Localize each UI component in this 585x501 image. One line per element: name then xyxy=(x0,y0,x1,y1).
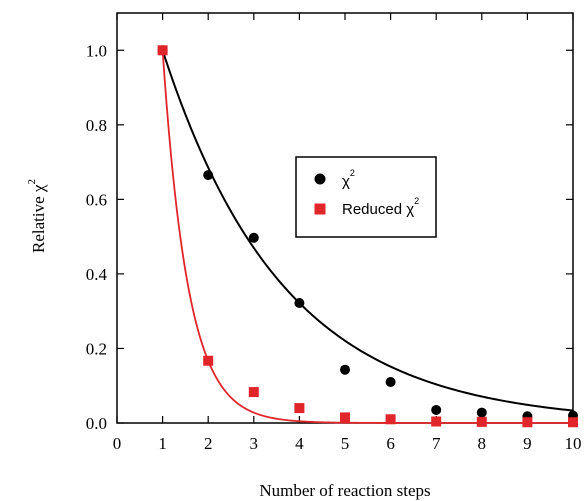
y-tick-label: 0.2 xyxy=(86,339,107,358)
reduced-chi2-point xyxy=(157,45,168,56)
reduced-chi2-point xyxy=(248,387,259,398)
x-tick-label: 3 xyxy=(250,434,259,453)
reduced-chi2-point xyxy=(340,412,350,423)
legend-box xyxy=(295,156,437,238)
legend-label-chi2: χ2 xyxy=(342,168,355,190)
legend-label-reduced-chi2: Reduced χ2 xyxy=(342,196,419,218)
reduced-chi2-point xyxy=(431,416,442,427)
x-tick-label: 8 xyxy=(478,434,487,453)
chi2-fit-curve xyxy=(161,49,574,412)
x-tick-label: 7 xyxy=(432,434,441,453)
chi2-point xyxy=(476,407,487,418)
chi2-point xyxy=(294,297,305,308)
y-tick-label: 0.4 xyxy=(86,265,108,284)
chi2-point xyxy=(431,404,442,415)
x-axis-label: Number of reaction steps xyxy=(259,481,430,500)
x-tick-label: 10 xyxy=(565,434,582,453)
x-tick-label: 5 xyxy=(341,434,350,453)
chi2-point xyxy=(248,232,259,243)
reduced-chi2-point xyxy=(522,417,533,428)
y-axis-label: Relative χ2 xyxy=(26,179,48,253)
legend-marker-reduced-chi2 xyxy=(314,203,326,215)
y-tick-label: 0.0 xyxy=(86,414,107,433)
legend-marker-chi2 xyxy=(314,173,326,185)
y-tick-label: 0.6 xyxy=(86,190,107,209)
chi2-point xyxy=(340,364,350,375)
x-tick-label: 6 xyxy=(386,434,395,453)
x-tick-label: 0 xyxy=(113,434,122,453)
chi2-point xyxy=(385,377,396,387)
reduced-chi2-point xyxy=(476,416,487,427)
x-tick-label: 1 xyxy=(158,434,167,453)
reduced-chi2-point xyxy=(203,355,214,366)
x-tick-label: 2 xyxy=(204,434,213,453)
chi2-point xyxy=(203,170,214,181)
reduced-chi2-point xyxy=(385,414,396,425)
y-tick-label: 1.0 xyxy=(86,41,107,60)
x-tick-label: 9 xyxy=(523,434,532,453)
x-tick-label: 4 xyxy=(295,434,304,453)
reduced-chi2-point xyxy=(568,417,578,428)
reduced-chi2-point xyxy=(294,403,305,414)
y-tick-label: 0.8 xyxy=(86,116,107,135)
reduced-chi2-fit-curve xyxy=(161,50,573,424)
